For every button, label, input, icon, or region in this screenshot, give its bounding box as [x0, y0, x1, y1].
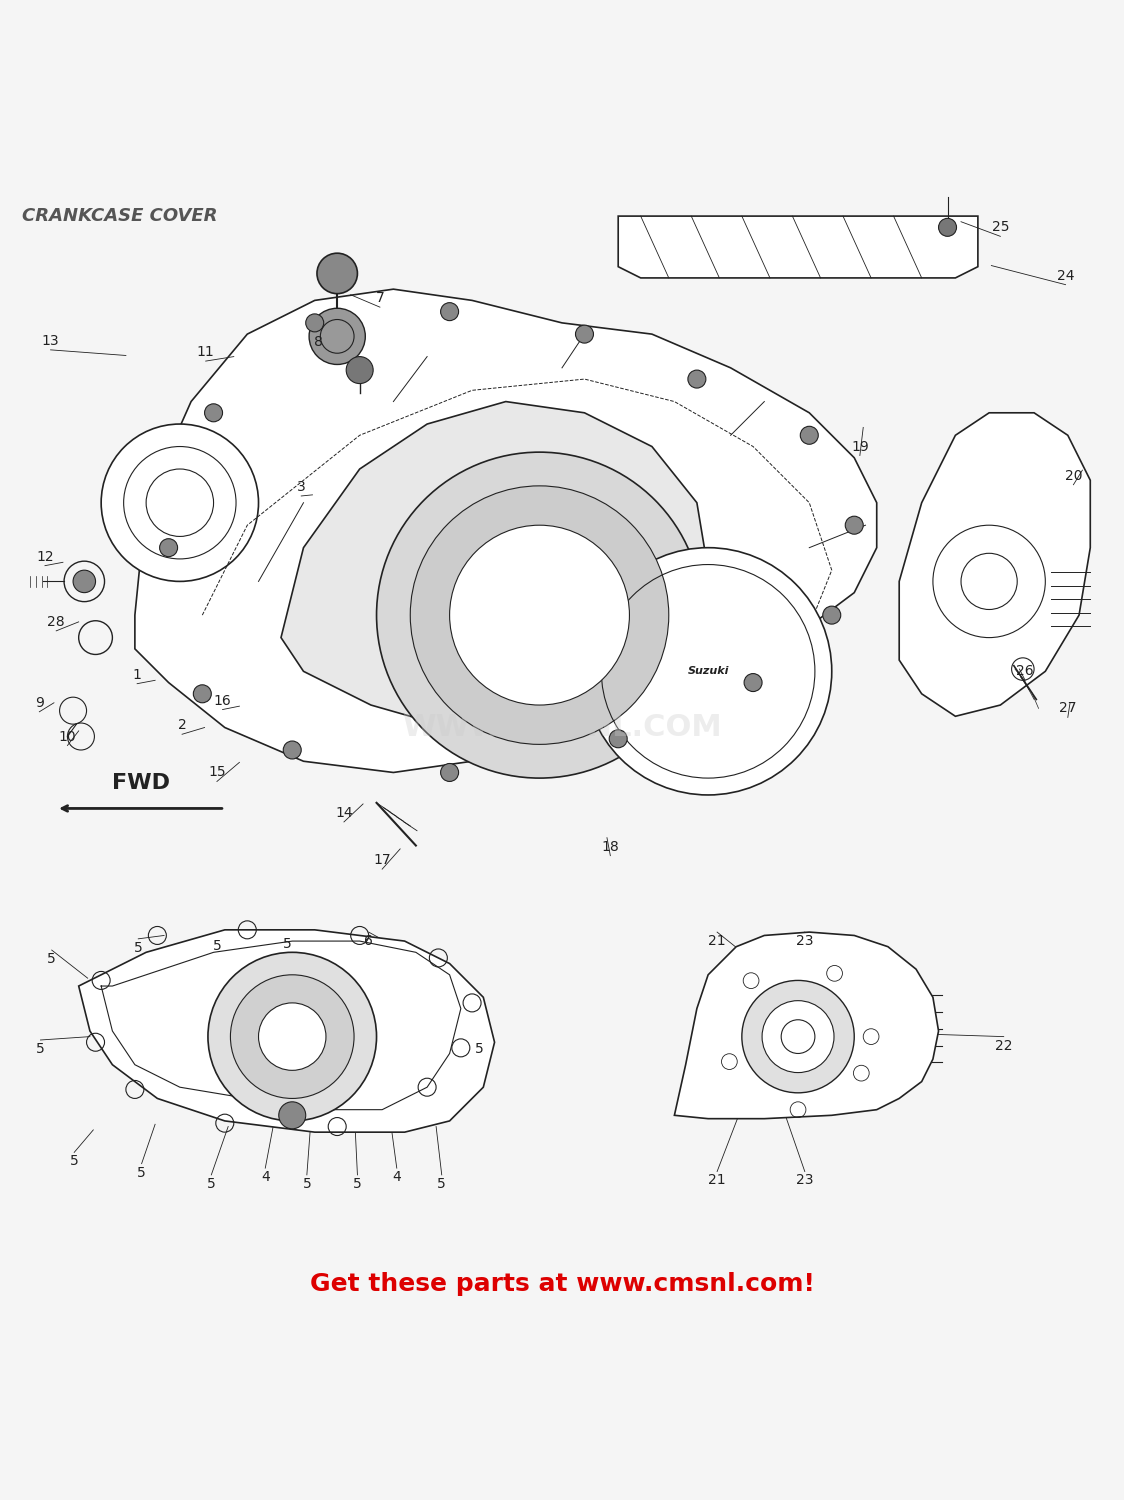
Text: 25: 25 — [991, 220, 1009, 234]
Text: 23: 23 — [796, 934, 814, 948]
Text: 4: 4 — [392, 1170, 401, 1184]
Circle shape — [939, 219, 957, 237]
Text: 8: 8 — [314, 334, 323, 350]
Text: 2: 2 — [178, 718, 187, 732]
Circle shape — [688, 370, 706, 388]
Text: WWW.CMSNL.COM: WWW.CMSNL.COM — [402, 712, 722, 742]
Text: 22: 22 — [995, 1038, 1013, 1053]
Text: 5: 5 — [474, 1042, 483, 1056]
Text: FWD: FWD — [111, 772, 170, 792]
Circle shape — [762, 1000, 834, 1072]
Circle shape — [283, 741, 301, 759]
Circle shape — [279, 1102, 306, 1130]
Text: 5: 5 — [36, 1042, 45, 1056]
Text: 10: 10 — [58, 729, 76, 744]
Circle shape — [259, 1004, 326, 1071]
Text: 20: 20 — [1064, 468, 1082, 483]
Polygon shape — [674, 932, 939, 1119]
Circle shape — [800, 426, 818, 444]
Circle shape — [346, 357, 373, 384]
Circle shape — [317, 254, 357, 294]
Text: 7: 7 — [375, 291, 384, 304]
Circle shape — [377, 452, 702, 778]
Text: 5: 5 — [137, 1166, 146, 1179]
Text: Suzuki: Suzuki — [688, 666, 728, 676]
Text: 9: 9 — [35, 696, 44, 709]
Circle shape — [441, 303, 459, 321]
Text: 16: 16 — [214, 693, 232, 708]
Text: 17: 17 — [373, 853, 391, 867]
Text: 27: 27 — [1059, 702, 1077, 715]
Circle shape — [845, 516, 863, 534]
Text: Get these parts at www.cmsnl.com!: Get these parts at www.cmsnl.com! — [309, 1272, 815, 1296]
Text: 12: 12 — [36, 549, 54, 564]
Text: 11: 11 — [197, 345, 215, 358]
Text: 3: 3 — [297, 480, 306, 494]
Circle shape — [306, 314, 324, 332]
Text: 1: 1 — [133, 668, 142, 681]
Circle shape — [230, 975, 354, 1098]
Circle shape — [575, 326, 593, 344]
Text: 5: 5 — [283, 938, 292, 951]
Text: 5: 5 — [353, 1178, 362, 1191]
Text: 15: 15 — [208, 765, 226, 780]
Circle shape — [744, 674, 762, 692]
Circle shape — [450, 525, 629, 705]
Circle shape — [742, 981, 854, 1094]
Circle shape — [584, 548, 832, 795]
Circle shape — [160, 538, 178, 556]
Polygon shape — [135, 290, 877, 772]
Polygon shape — [281, 402, 708, 728]
Circle shape — [410, 486, 669, 744]
Text: 5: 5 — [47, 952, 56, 966]
Text: 5: 5 — [70, 1155, 79, 1168]
Circle shape — [441, 764, 459, 782]
Text: 19: 19 — [851, 440, 869, 453]
Text: 24: 24 — [1057, 268, 1075, 282]
Text: 5: 5 — [134, 940, 143, 956]
Text: 5: 5 — [302, 1178, 311, 1191]
Text: 13: 13 — [42, 334, 60, 348]
Circle shape — [205, 404, 223, 422]
Text: 21: 21 — [708, 934, 726, 948]
Text: 21: 21 — [708, 1173, 726, 1188]
Text: 4: 4 — [261, 1170, 270, 1184]
Text: 28: 28 — [47, 615, 65, 628]
Circle shape — [193, 686, 211, 703]
Circle shape — [208, 952, 377, 1120]
Text: 18: 18 — [601, 840, 619, 854]
Text: 5: 5 — [437, 1178, 446, 1191]
Polygon shape — [618, 216, 978, 278]
Text: 5: 5 — [207, 1178, 216, 1191]
Text: CRANKCASE COVER: CRANKCASE COVER — [22, 207, 218, 225]
Circle shape — [609, 730, 627, 748]
Text: 23: 23 — [796, 1173, 814, 1188]
Polygon shape — [79, 930, 495, 1132]
Circle shape — [823, 606, 841, 624]
Text: 14: 14 — [335, 806, 353, 820]
Text: 6: 6 — [364, 934, 373, 948]
Text: 5: 5 — [212, 939, 221, 952]
Circle shape — [101, 424, 259, 582]
Text: 26: 26 — [1016, 664, 1034, 678]
Polygon shape — [899, 413, 1090, 717]
Circle shape — [309, 309, 365, 364]
Circle shape — [73, 570, 96, 592]
